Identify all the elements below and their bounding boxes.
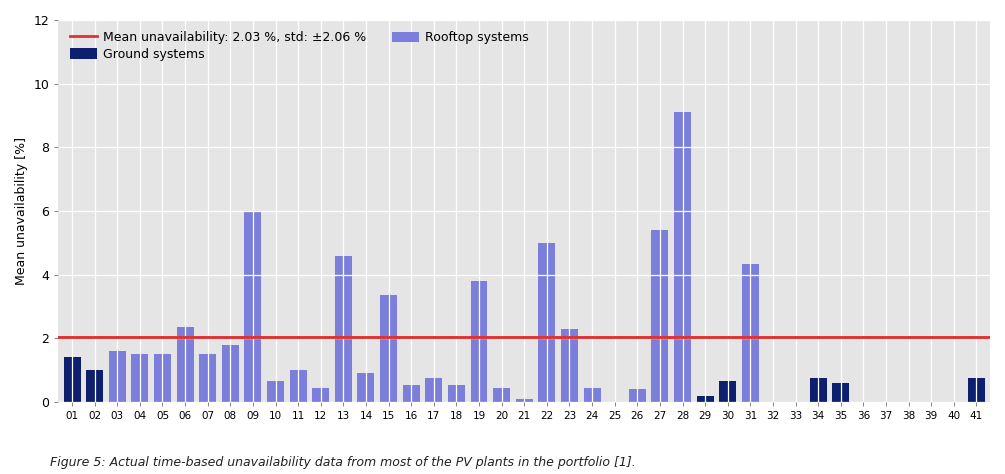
Bar — [810, 378, 827, 402]
Bar — [289, 370, 307, 402]
Bar — [335, 255, 352, 402]
Bar — [154, 354, 171, 402]
Bar — [470, 281, 487, 402]
Bar — [448, 384, 465, 402]
Bar — [968, 378, 985, 402]
Bar — [63, 357, 80, 402]
Bar — [425, 378, 442, 402]
Bar — [109, 351, 126, 402]
Bar — [177, 327, 194, 402]
Bar — [493, 388, 511, 402]
Bar — [244, 211, 261, 402]
Bar — [651, 230, 668, 402]
Bar — [584, 388, 601, 402]
Bar — [539, 243, 556, 402]
Bar — [313, 388, 330, 402]
Bar — [720, 382, 737, 402]
Legend: Mean unavailability: 2.03 %, std: ±2.06 %, Ground systems, Rooftop systems: Mean unavailability: 2.03 %, std: ±2.06 … — [64, 26, 535, 66]
Bar — [267, 382, 284, 402]
Bar — [380, 295, 397, 402]
Bar — [358, 374, 375, 402]
Bar — [629, 389, 646, 402]
Y-axis label: Mean unavailability [%]: Mean unavailability [%] — [15, 137, 28, 285]
Bar — [132, 354, 149, 402]
Bar — [86, 370, 104, 402]
Bar — [403, 384, 420, 402]
Bar — [516, 399, 533, 402]
Bar — [696, 396, 714, 402]
Bar — [222, 345, 239, 402]
Bar — [561, 329, 578, 402]
Text: Figure 5: Actual time-based unavailability data from most of the PV plants in th: Figure 5: Actual time-based unavailabili… — [50, 456, 636, 469]
Bar — [674, 112, 691, 402]
Bar — [199, 354, 216, 402]
Bar — [742, 264, 759, 402]
Bar — [832, 383, 849, 402]
